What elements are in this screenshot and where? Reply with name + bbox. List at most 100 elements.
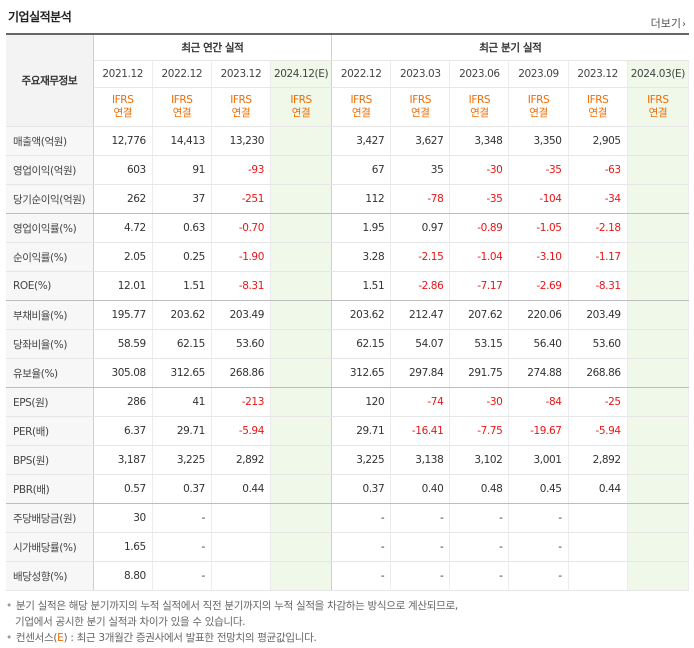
table-cell [270, 532, 333, 562]
table-cell: - [152, 561, 212, 591]
table-cell: 1.51 [331, 271, 392, 301]
table-cell: - [508, 561, 569, 591]
ifrs-header: IFRS 연결 [211, 87, 272, 127]
period-header: 2024.12(E) [270, 60, 333, 88]
table-cell: -2.86 [390, 271, 451, 301]
table-cell: 0.44 [211, 474, 272, 504]
table-cell: 3.28 [331, 242, 392, 272]
table-cell: -35 [449, 184, 510, 214]
table-cell: 0.44 [568, 474, 628, 504]
table-cell: -2.15 [390, 242, 451, 272]
table-cell: - [508, 532, 569, 562]
basis-label: 연결 [470, 107, 489, 119]
row-label: 당좌비율(%) [6, 329, 94, 359]
financial-table: 주요재무정보 최근 연간 실적 최근 분기 실적 2021.12 2022.12 2… [6, 33, 690, 591]
table-cell: 297.84 [390, 358, 451, 388]
table-cell: 56.40 [508, 329, 569, 359]
ifrs-label: IFRS [171, 94, 193, 106]
table-cell: 268.86 [568, 358, 628, 388]
table-cell: - [331, 532, 392, 562]
table-cell: 0.63 [152, 213, 212, 243]
table-cell: - [449, 503, 510, 533]
table-row: EPS(원) 286 41 -213 120 -74 -30 -84 -25 [6, 387, 690, 417]
table-cell: 207.62 [449, 300, 510, 330]
table-cell: -104 [508, 184, 569, 214]
table-cell: 0.25 [152, 242, 212, 272]
table-cell [627, 387, 690, 417]
table-cell: 3,102 [449, 445, 510, 475]
more-link[interactable]: 더보기› [651, 15, 686, 31]
row-label: 영업이익(억원) [6, 155, 94, 185]
basis-label: 연결 [529, 107, 548, 119]
table-cell: 195.77 [93, 300, 153, 330]
table-cell: -1.04 [449, 242, 510, 272]
table-cell: 0.37 [152, 474, 212, 504]
table-cell [627, 561, 690, 591]
table-cell: 0.40 [390, 474, 451, 504]
table-cell: 1.65 [93, 532, 153, 562]
table-cell: 0.37 [331, 474, 392, 504]
row-label: BPS(원) [6, 445, 94, 475]
table-cell: 37 [152, 184, 212, 214]
table-cell: -213 [211, 387, 272, 417]
table-cell: 1.95 [331, 213, 392, 243]
table-cell: -1.90 [211, 242, 272, 272]
table-cell: 220.06 [508, 300, 569, 330]
table-row: 당기순이익(억원) 262 37 -251 112 -78 -35 -104 -34 [6, 184, 690, 214]
row-label: 순이익률(%) [6, 242, 94, 272]
basis-label: 연결 [172, 107, 192, 119]
table-cell: 203.62 [152, 300, 212, 330]
table-cell: -7.17 [449, 271, 510, 301]
table-cell: 67 [331, 155, 392, 185]
table-cell: 58.59 [93, 329, 153, 359]
table-cell: -7.75 [449, 416, 510, 446]
table-cell [627, 126, 690, 156]
table-cell: -0.70 [211, 213, 272, 243]
table-cell: -5.94 [568, 416, 628, 446]
row-label: PBR(배) [6, 474, 94, 504]
table-cell: 41 [152, 387, 212, 417]
table-cell: 62.15 [152, 329, 212, 359]
table-row: PER(배) 6.37 29.71 -5.94 29.71 -16.41 -7.75 -19.… [6, 416, 690, 446]
ifrs-header: IFRS 연결 [270, 87, 333, 127]
ifrs-header: IFRS 연결 [449, 87, 510, 127]
row-label: 유보율(%) [6, 358, 94, 388]
table-cell [270, 184, 333, 214]
table-cell: 2.05 [93, 242, 153, 272]
basis-label: 연결 [588, 107, 607, 119]
table-cell: -30 [449, 155, 510, 185]
table-cell: 6.37 [93, 416, 153, 446]
table-cell [627, 184, 690, 214]
table-cell: 262 [93, 184, 153, 214]
table-cell: - [449, 561, 510, 591]
table-row: 배당성향(%) 8.80- - - - - [6, 561, 690, 591]
table-cell: 203.49 [568, 300, 628, 330]
ifrs-label: IFRS [111, 94, 134, 106]
table-cell [627, 213, 690, 243]
table-cell: -16.41 [390, 416, 451, 446]
table-cell: - [390, 503, 451, 533]
section-title: 기업실적분석 [8, 10, 72, 24]
table-cell: 274.88 [508, 358, 569, 388]
table-cell [211, 561, 272, 591]
table-cell [568, 532, 628, 562]
table-cell [270, 271, 333, 301]
row-label: 배당성향(%) [6, 561, 94, 591]
ifrs-header: IFRS 연결 [331, 87, 392, 127]
table-cell [627, 503, 690, 533]
period-header: 2021.12 [93, 60, 153, 88]
table-cell: -8.31 [568, 271, 628, 301]
row-label: 영업이익률(%) [6, 213, 94, 243]
table-cell: 62.15 [331, 329, 392, 359]
table-cell [568, 503, 628, 533]
table-cell: 2,892 [211, 445, 272, 475]
table-row: 주당배당금(원) 30- - - - - [6, 503, 690, 533]
table-cell [270, 300, 333, 330]
table-cell: -2.69 [508, 271, 569, 301]
ifrs-header: IFRS 연결 [627, 87, 690, 127]
table-cell: -78 [390, 184, 451, 214]
table-cell: - [331, 503, 392, 533]
row-header-label: 주요재무정보 [6, 33, 94, 127]
table-cell: - [152, 532, 212, 562]
ifrs-header: IFRS 연결 [93, 87, 153, 127]
